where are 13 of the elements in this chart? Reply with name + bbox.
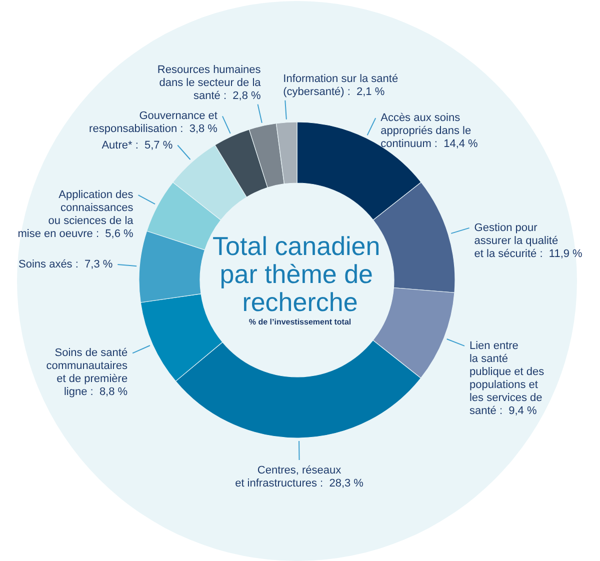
text: % de l’investissement total: [248, 318, 352, 326]
slice-label: Centres, réseaux et infrastructures : 28,3 %: [235, 464, 364, 490]
slice-label: Soins de santé communautaires et de première ligne : 8,8 %: [46, 347, 128, 398]
slice-label: Application des connaissances ou sciences de la mise en oeuvre : 5,6 %: [18, 189, 134, 240]
slice-label: Information sur la santé (cybersanté) : 2,1 %: [283, 72, 398, 98]
text: Total canadien par thème de recherche: [212, 231, 388, 317]
slice-label: Accès aux soins appropriés dans le continuum : 14,4 %: [380, 112, 478, 150]
slice-label: Autre* : 5,7 %: [102, 139, 173, 152]
slice-label: Gouvernance et responsabilisation : 3,8 %: [89, 110, 218, 136]
slice-label: Soins axés : 7,3 %: [18, 258, 113, 270]
slice-label: Lien entre la santé publique et des populations et les services de santé : 9,4 %: [469, 340, 545, 417]
slice-label: Resources humaines dans le secteur de la santé : 2,8 %: [157, 64, 262, 102]
slice-label: Gestion pour assurer la qualité et la sécurité : 11,9 %: [474, 222, 583, 260]
